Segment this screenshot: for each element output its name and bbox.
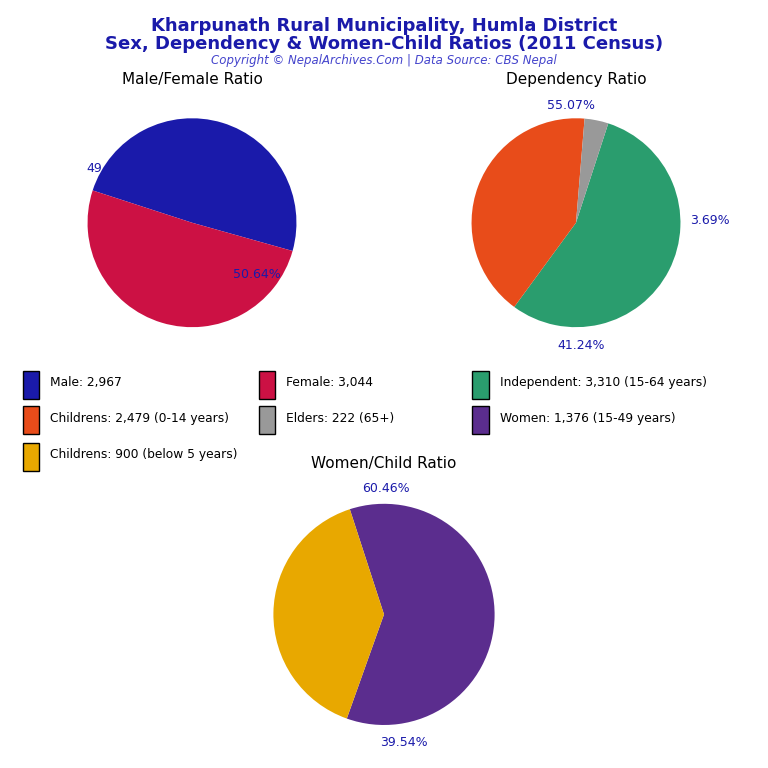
Wedge shape — [88, 190, 293, 327]
FancyBboxPatch shape — [259, 371, 275, 399]
Title: Women/Child Ratio: Women/Child Ratio — [311, 456, 457, 471]
Wedge shape — [93, 118, 296, 251]
Text: Women: 1,376 (15-49 years): Women: 1,376 (15-49 years) — [500, 412, 675, 425]
FancyBboxPatch shape — [23, 443, 39, 471]
Text: Childrens: 2,479 (0-14 years): Childrens: 2,479 (0-14 years) — [50, 412, 229, 425]
Text: Female: 3,044: Female: 3,044 — [286, 376, 373, 389]
Text: Kharpunath Rural Municipality, Humla District: Kharpunath Rural Municipality, Humla Dis… — [151, 17, 617, 35]
Title: Male/Female Ratio: Male/Female Ratio — [121, 72, 263, 87]
Text: 39.54%: 39.54% — [380, 737, 428, 750]
Wedge shape — [576, 118, 608, 223]
FancyBboxPatch shape — [259, 406, 275, 434]
Text: Childrens: 900 (below 5 years): Childrens: 900 (below 5 years) — [50, 449, 237, 461]
Text: Independent: 3,310 (15-64 years): Independent: 3,310 (15-64 years) — [500, 376, 707, 389]
Wedge shape — [273, 509, 384, 719]
Text: 3.69%: 3.69% — [690, 214, 730, 227]
Text: 41.24%: 41.24% — [558, 339, 605, 353]
Wedge shape — [472, 118, 584, 307]
Text: 55.07%: 55.07% — [547, 99, 594, 112]
Text: 50.64%: 50.64% — [233, 269, 280, 281]
Text: 49.36%: 49.36% — [87, 162, 134, 175]
Text: Male: 2,967: Male: 2,967 — [50, 376, 122, 389]
Wedge shape — [347, 504, 495, 725]
FancyBboxPatch shape — [472, 406, 488, 434]
FancyBboxPatch shape — [23, 371, 39, 399]
Text: Sex, Dependency & Women-Child Ratios (2011 Census): Sex, Dependency & Women-Child Ratios (20… — [105, 35, 663, 52]
FancyBboxPatch shape — [23, 406, 39, 434]
Wedge shape — [515, 124, 680, 327]
Text: Copyright © NepalArchives.Com | Data Source: CBS Nepal: Copyright © NepalArchives.Com | Data Sou… — [211, 54, 557, 67]
Text: 60.46%: 60.46% — [362, 482, 410, 495]
Text: Elders: 222 (65+): Elders: 222 (65+) — [286, 412, 394, 425]
FancyBboxPatch shape — [472, 371, 488, 399]
Title: Dependency Ratio: Dependency Ratio — [505, 72, 647, 87]
